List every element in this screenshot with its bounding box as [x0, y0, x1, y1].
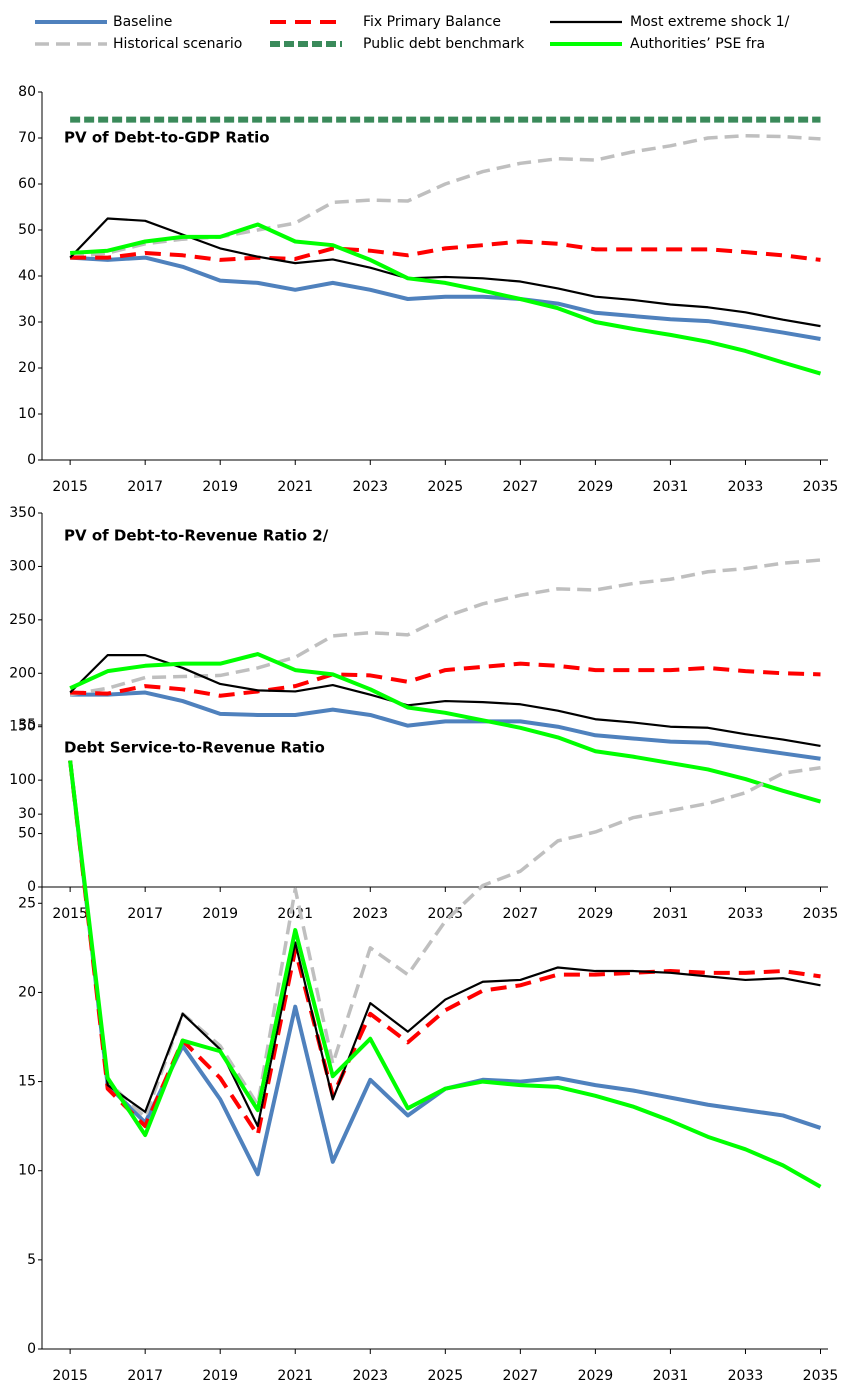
series-line [68, 760, 822, 1189]
x-tick-label: 2029 [578, 906, 614, 922]
x-tick-label: 2021 [277, 1368, 313, 1384]
x-tick-label: 2019 [202, 906, 238, 922]
legend-label: Baseline [113, 14, 172, 30]
x-tick-label: 2019 [202, 479, 238, 495]
y-tick-label: 15 [18, 1074, 36, 1090]
x-tick-label: 2025 [427, 479, 463, 495]
x-tick-label: 2027 [503, 479, 539, 495]
x-tick-label: 2027 [503, 906, 539, 922]
x-tick-label: 2033 [728, 479, 764, 495]
series-line [68, 760, 821, 1138]
y-tick-label: 50 [18, 826, 36, 842]
x-tick-label: 2017 [127, 906, 163, 922]
series-line [69, 654, 821, 748]
x-tick-label: 2029 [578, 1368, 614, 1384]
y-tick-label: 5 [27, 1252, 36, 1268]
y-tick-label: 30 [18, 806, 36, 822]
legend-label: Fix Primary Balance [363, 14, 501, 30]
x-tick-label: 2033 [728, 1368, 764, 1384]
x-tick-label: 2035 [803, 1368, 839, 1384]
series-line [70, 690, 821, 761]
y-tick-label: 70 [18, 130, 36, 146]
x-tick-label: 2017 [127, 479, 163, 495]
series-line [70, 661, 821, 698]
y-tick-label: 10 [18, 406, 36, 422]
x-tick-label: 2025 [427, 906, 463, 922]
y-tick-label: 10 [18, 1163, 36, 1179]
x-tick-label: 2025 [427, 1368, 463, 1384]
legend-label: Authorities’ PSE fra [630, 36, 765, 52]
legend-label: Historical scenario [113, 36, 242, 52]
y-tick-label: 0 [27, 452, 36, 468]
y-tick-label: 150 [9, 719, 36, 735]
x-tick-label: 2027 [503, 1368, 539, 1384]
chart-title: PV of Debt-to-GDP Ratio [64, 129, 270, 147]
series-line [70, 222, 822, 376]
y-tick-label: 100 [9, 772, 36, 788]
y-tick-label: 350 [9, 505, 36, 521]
x-tick-label: 2033 [728, 906, 764, 922]
x-tick-label: 2035 [803, 479, 839, 495]
series-line [69, 558, 821, 697]
series-line [68, 760, 822, 1177]
x-tick-label: 2021 [277, 479, 313, 495]
y-tick-label: 50 [18, 222, 36, 238]
x-tick-label: 2017 [127, 1368, 163, 1384]
series-line [69, 133, 821, 260]
x-tick-label: 2015 [52, 1368, 88, 1384]
y-tick-label: 300 [9, 558, 36, 574]
y-tick-label: 200 [9, 665, 36, 681]
series-line [69, 217, 821, 328]
x-tick-label: 2029 [578, 479, 614, 495]
y-tick-label: 60 [18, 176, 36, 192]
x-tick-label: 2023 [352, 1368, 388, 1384]
x-tick-label: 2031 [653, 479, 689, 495]
x-tick-label: 2019 [202, 1368, 238, 1384]
x-tick-label: 2023 [352, 479, 388, 495]
y-tick-label: 25 [18, 895, 36, 911]
series-line [69, 652, 822, 804]
legend-label: Public debt benchmark [363, 36, 525, 52]
x-tick-label: 2031 [653, 906, 689, 922]
legend-label: Most extreme shock 1/ [630, 14, 790, 30]
x-tick-label: 2023 [352, 906, 388, 922]
y-tick-label: 30 [18, 314, 36, 330]
y-tick-label: 35 [18, 717, 36, 733]
series-line [70, 239, 821, 262]
y-tick-label: 20 [18, 360, 36, 376]
y-tick-label: 80 [18, 84, 36, 100]
series-line [68, 760, 821, 1119]
x-tick-label: 2035 [803, 906, 839, 922]
x-tick-label: 2015 [52, 906, 88, 922]
series-line [69, 760, 821, 1128]
x-tick-label: 2015 [52, 479, 88, 495]
y-tick-label: 250 [9, 612, 36, 628]
series-line [70, 255, 821, 341]
x-tick-label: 2021 [277, 906, 313, 922]
chart-title: Debt Service-to-Revenue Ratio [64, 739, 325, 757]
y-tick-label: 40 [18, 268, 36, 284]
x-tick-label: 2031 [653, 1368, 689, 1384]
y-tick-label: 0 [27, 1341, 36, 1357]
y-tick-label: 20 [18, 984, 36, 1000]
chart-title: PV of Debt-to-Revenue Ratio 2/ [64, 527, 329, 545]
y-tick-label: 0 [27, 879, 36, 895]
